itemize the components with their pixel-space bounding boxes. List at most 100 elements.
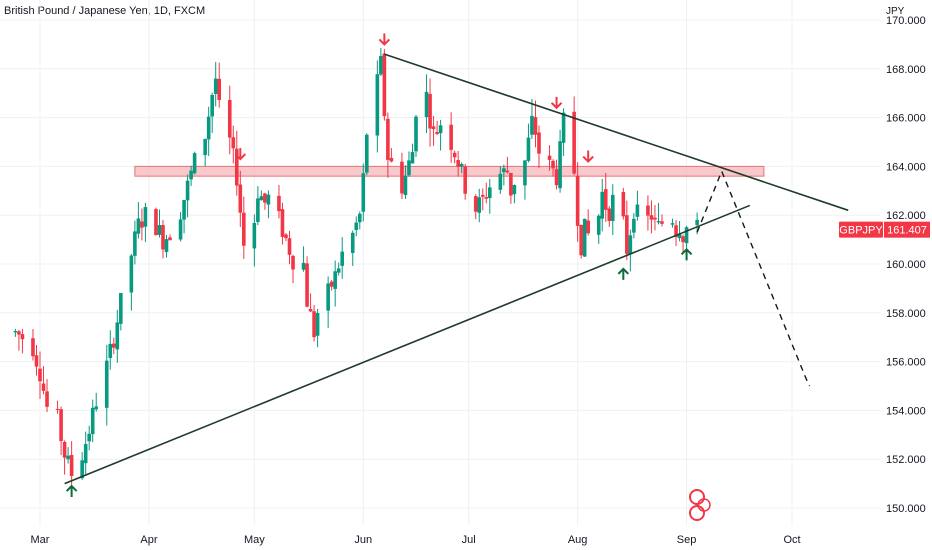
- candle-body: [329, 281, 334, 287]
- arrow-head: [680, 247, 693, 256]
- candle-body: [259, 196, 264, 201]
- candle-body: [66, 455, 70, 460]
- candle-body: [509, 172, 513, 196]
- candle-body: [674, 225, 678, 238]
- candle-body: [526, 137, 531, 161]
- x-tick-label: Sep: [677, 534, 697, 546]
- candle-body: [263, 193, 267, 203]
- candle-body: [505, 170, 510, 173]
- candle-body: [284, 234, 288, 239]
- candle-body: [217, 78, 222, 101]
- candle-body: [533, 117, 538, 135]
- candle-body: [326, 283, 330, 311]
- candle-body: [438, 125, 443, 134]
- candle-body: [586, 220, 590, 234]
- candle-body: [431, 126, 436, 130]
- candle-body: [354, 222, 359, 231]
- candle-body: [17, 331, 21, 335]
- candle-body: [357, 213, 362, 223]
- candle-body: [414, 116, 418, 152]
- candle-body: [340, 251, 345, 266]
- candle-body: [456, 160, 460, 167]
- candle-body: [38, 368, 42, 382]
- candle-body: [90, 407, 95, 435]
- candle-body: [452, 152, 457, 158]
- candle-body: [277, 195, 281, 212]
- candle-body: [256, 198, 260, 222]
- y-tick-label: 162.000: [886, 210, 926, 222]
- candle-body: [136, 218, 141, 234]
- candle-body: [670, 223, 675, 225]
- resistance-zone: [134, 165, 765, 177]
- candle-body: [350, 232, 355, 253]
- candle-body: [291, 255, 295, 270]
- arrow-head: [617, 267, 630, 275]
- candle-body: [129, 255, 134, 293]
- candle-body: [213, 78, 218, 94]
- down-arrow: [582, 150, 594, 163]
- candle-body: [280, 209, 285, 237]
- logo-icon: [697, 498, 711, 512]
- x-tick-label: Jul: [462, 534, 476, 546]
- candle-body: [684, 227, 689, 244]
- x-tick-label: Apr: [140, 534, 157, 546]
- up-arrow: [65, 484, 78, 498]
- candle-body: [400, 161, 404, 194]
- candle-body: [625, 215, 629, 254]
- candle-body: [484, 196, 489, 199]
- candle-body: [80, 460, 84, 479]
- candle-body: [315, 312, 320, 336]
- x-tick-label: Jun: [354, 534, 372, 546]
- candle-body: [111, 343, 116, 348]
- candle-body: [572, 111, 576, 174]
- candle-body: [600, 191, 605, 219]
- last-price-bg: [884, 221, 930, 238]
- price-badge[interactable]: GBPJPY 161.407: [839, 221, 930, 238]
- candle-body: [498, 173, 503, 190]
- candle-body: [660, 221, 664, 224]
- candle-body: [579, 224, 583, 256]
- candle-body: [143, 207, 148, 227]
- symbol-label: GBPJPY: [839, 225, 883, 237]
- candle-body: [55, 408, 60, 410]
- candle-body: [512, 184, 517, 195]
- candle-body: [375, 74, 380, 136]
- candle-body: [695, 219, 699, 226]
- candle-body: [34, 355, 39, 367]
- candle-body: [459, 163, 464, 167]
- candle-body: [424, 91, 429, 118]
- candle-body: [45, 391, 49, 407]
- arrow-head: [378, 38, 391, 46]
- candle-body: [473, 196, 478, 212]
- candle-body: [234, 148, 239, 186]
- candle-body: [266, 194, 271, 205]
- y-tick-label: 158.000: [886, 308, 926, 320]
- down-arrow: [378, 33, 391, 46]
- candle-body: [312, 311, 316, 338]
- y-tick-label: 168.000: [886, 64, 926, 76]
- lower-trendline: [64, 204, 751, 485]
- logo-icon: [689, 489, 705, 505]
- candle-body: [252, 222, 257, 249]
- candle-body: [108, 343, 113, 359]
- candle-body: [20, 334, 25, 340]
- candle-body: [104, 360, 109, 408]
- candle-body: [94, 406, 99, 410]
- candle-body: [551, 160, 555, 169]
- candle-body: [646, 205, 650, 216]
- candle-body: [653, 217, 657, 220]
- candle-body: [168, 237, 172, 241]
- candle-body: [62, 441, 67, 458]
- candle-body: [649, 215, 654, 220]
- candle-body: [621, 192, 626, 217]
- candle-body: [463, 166, 467, 194]
- candle-body: [231, 137, 236, 149]
- candle-body: [361, 173, 366, 212]
- candle-body: [635, 204, 640, 217]
- candle-body: [115, 322, 120, 350]
- candle-body: [596, 215, 601, 235]
- candle-body: [206, 116, 211, 140]
- broker-logo: [689, 489, 711, 521]
- candle-body: [603, 189, 608, 210]
